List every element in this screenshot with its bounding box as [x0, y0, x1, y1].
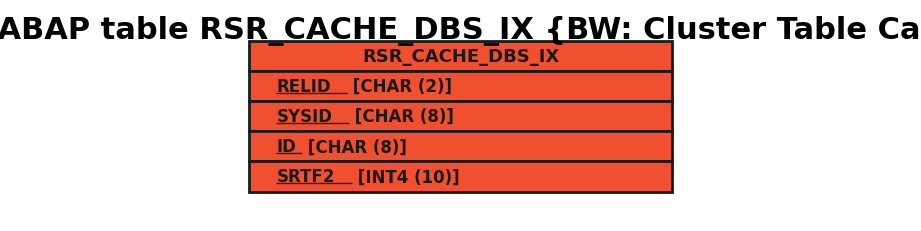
FancyBboxPatch shape	[249, 132, 672, 162]
Text: RELID: RELID	[276, 78, 331, 96]
Text: [CHAR (8)]: [CHAR (8)]	[302, 138, 407, 156]
Text: SRTF2: SRTF2	[276, 168, 334, 186]
Text: SYSID: SYSID	[276, 108, 332, 126]
FancyBboxPatch shape	[249, 162, 672, 192]
FancyBboxPatch shape	[249, 72, 672, 102]
Text: [INT4 (10)]: [INT4 (10)]	[352, 168, 460, 186]
FancyBboxPatch shape	[249, 102, 672, 132]
Text: ID: ID	[276, 138, 297, 156]
Text: SAP ABAP table RSR_CACHE_DBS_IX {BW: Cluster Table Cache}: SAP ABAP table RSR_CACHE_DBS_IX {BW: Clu…	[0, 16, 921, 46]
FancyBboxPatch shape	[249, 42, 672, 72]
Text: [CHAR (2)]: [CHAR (2)]	[347, 78, 452, 96]
Text: RSR_CACHE_DBS_IX: RSR_CACHE_DBS_IX	[362, 48, 559, 66]
Text: [CHAR (8)]: [CHAR (8)]	[348, 108, 453, 126]
